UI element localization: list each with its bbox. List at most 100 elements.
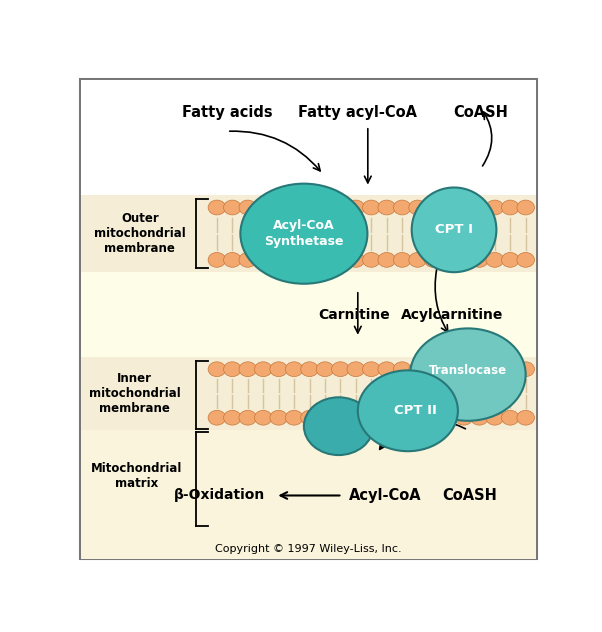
Ellipse shape <box>358 370 458 451</box>
Ellipse shape <box>316 410 334 425</box>
Ellipse shape <box>409 252 426 267</box>
Ellipse shape <box>378 252 396 267</box>
Ellipse shape <box>285 200 303 215</box>
Ellipse shape <box>455 410 473 425</box>
Ellipse shape <box>301 200 318 215</box>
Text: CoASH: CoASH <box>442 488 497 503</box>
Ellipse shape <box>471 410 488 425</box>
Ellipse shape <box>255 410 272 425</box>
Ellipse shape <box>270 410 287 425</box>
Ellipse shape <box>471 200 488 215</box>
Ellipse shape <box>412 188 497 272</box>
Ellipse shape <box>332 252 349 267</box>
Ellipse shape <box>223 362 241 377</box>
Ellipse shape <box>223 410 241 425</box>
Ellipse shape <box>455 362 473 377</box>
Ellipse shape <box>501 362 519 377</box>
Ellipse shape <box>362 410 380 425</box>
Ellipse shape <box>378 410 396 425</box>
Ellipse shape <box>347 362 365 377</box>
Ellipse shape <box>304 398 373 455</box>
Ellipse shape <box>301 362 318 377</box>
Ellipse shape <box>486 362 503 377</box>
Bar <box>81 195 536 272</box>
Ellipse shape <box>409 362 426 377</box>
Bar <box>81 80 536 199</box>
Ellipse shape <box>270 252 287 267</box>
Ellipse shape <box>501 410 519 425</box>
Ellipse shape <box>347 200 365 215</box>
Ellipse shape <box>424 362 442 377</box>
Ellipse shape <box>410 329 526 421</box>
Text: Acyl-CoA: Acyl-CoA <box>349 488 421 503</box>
Ellipse shape <box>517 200 535 215</box>
Ellipse shape <box>362 252 380 267</box>
Bar <box>81 272 536 357</box>
Text: Fatty acids: Fatty acids <box>182 106 272 120</box>
Ellipse shape <box>316 200 334 215</box>
Ellipse shape <box>223 252 241 267</box>
Ellipse shape <box>517 362 535 377</box>
Ellipse shape <box>240 184 367 284</box>
Ellipse shape <box>393 410 411 425</box>
Text: Translocase: Translocase <box>429 364 507 377</box>
Ellipse shape <box>301 410 318 425</box>
Ellipse shape <box>439 410 458 425</box>
Ellipse shape <box>223 200 241 215</box>
Text: Carnitine: Carnitine <box>318 308 390 322</box>
Ellipse shape <box>471 362 488 377</box>
Ellipse shape <box>208 410 226 425</box>
Text: Fatty acyl-CoA: Fatty acyl-CoA <box>299 106 417 120</box>
Ellipse shape <box>285 252 303 267</box>
Ellipse shape <box>439 200 458 215</box>
Text: CPT I: CPT I <box>435 223 473 236</box>
Text: Mitochondrial
matrix: Mitochondrial matrix <box>91 462 182 490</box>
Ellipse shape <box>393 200 411 215</box>
Bar <box>81 430 536 559</box>
Ellipse shape <box>486 252 503 267</box>
Text: CPT II: CPT II <box>394 404 437 417</box>
Text: Inner
mitochondrial
membrane: Inner mitochondrial membrane <box>88 372 181 415</box>
Ellipse shape <box>501 200 519 215</box>
Ellipse shape <box>208 200 226 215</box>
Ellipse shape <box>424 200 442 215</box>
Ellipse shape <box>455 252 473 267</box>
Text: CoASH: CoASH <box>453 106 509 120</box>
Ellipse shape <box>455 200 473 215</box>
Ellipse shape <box>409 410 426 425</box>
Ellipse shape <box>270 362 287 377</box>
Ellipse shape <box>239 410 256 425</box>
Ellipse shape <box>362 362 380 377</box>
Ellipse shape <box>486 200 503 215</box>
Ellipse shape <box>347 252 365 267</box>
Ellipse shape <box>270 200 287 215</box>
Ellipse shape <box>362 200 380 215</box>
Ellipse shape <box>285 410 303 425</box>
Ellipse shape <box>393 252 411 267</box>
Ellipse shape <box>393 362 411 377</box>
Text: Copyright © 1997 Wiley-Liss, Inc.: Copyright © 1997 Wiley-Liss, Inc. <box>215 544 402 554</box>
Ellipse shape <box>517 410 535 425</box>
Ellipse shape <box>239 200 256 215</box>
Ellipse shape <box>486 410 503 425</box>
Ellipse shape <box>332 410 349 425</box>
Ellipse shape <box>439 252 458 267</box>
Ellipse shape <box>255 362 272 377</box>
Text: Acylcarnitine: Acylcarnitine <box>400 308 503 322</box>
Ellipse shape <box>316 362 334 377</box>
Text: Acyl-CoA
Synthetase: Acyl-CoA Synthetase <box>264 219 344 248</box>
Bar <box>81 357 536 430</box>
Ellipse shape <box>471 252 488 267</box>
Text: β-Oxidation: β-Oxidation <box>173 489 265 502</box>
Ellipse shape <box>239 252 256 267</box>
Ellipse shape <box>501 252 519 267</box>
Ellipse shape <box>255 252 272 267</box>
Ellipse shape <box>208 362 226 377</box>
Ellipse shape <box>439 362 458 377</box>
Ellipse shape <box>378 362 396 377</box>
Ellipse shape <box>424 410 442 425</box>
Text: Outer
mitochondrial
membrane: Outer mitochondrial membrane <box>94 212 186 255</box>
Ellipse shape <box>347 410 365 425</box>
Ellipse shape <box>239 362 256 377</box>
Ellipse shape <box>332 362 349 377</box>
